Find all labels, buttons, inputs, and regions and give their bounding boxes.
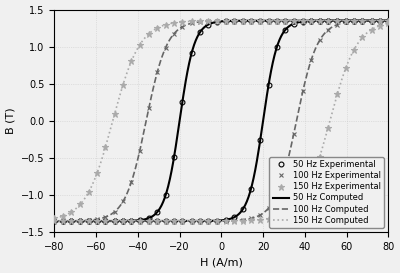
X-axis label: H (A/m): H (A/m) xyxy=(200,257,243,268)
Legend: 50 Hz Experimental, 100 Hz Experimental, 150 Hz Experimental, 50 Hz Computed, 10: 50 Hz Experimental, 100 Hz Experimental,… xyxy=(270,157,384,228)
Y-axis label: B (T): B (T) xyxy=(6,108,16,134)
